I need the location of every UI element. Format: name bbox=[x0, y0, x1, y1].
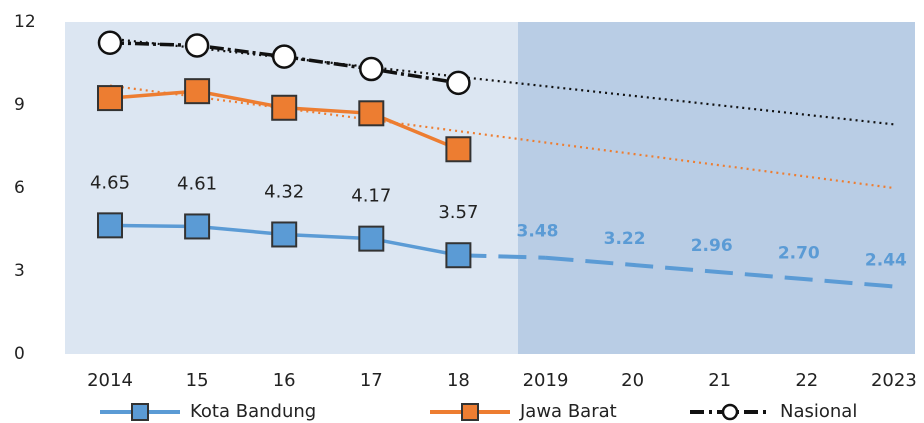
marker bbox=[446, 70, 471, 96]
marker bbox=[97, 212, 123, 239]
data-label: 3.22 bbox=[604, 229, 646, 249]
data-label: 4.65 bbox=[90, 172, 130, 193]
marker bbox=[97, 85, 123, 112]
x-tick-label: 22 bbox=[795, 370, 818, 391]
x-tick-label: 20 bbox=[621, 370, 644, 391]
marker bbox=[359, 56, 384, 82]
data-label: 4.32 bbox=[264, 181, 304, 202]
data-label: 2.44 bbox=[865, 250, 907, 270]
legend-label: Jawa Barat bbox=[519, 401, 617, 422]
series-line bbox=[545, 255, 895, 289]
legend-marker bbox=[131, 403, 149, 421]
marker bbox=[358, 100, 385, 127]
projection-link bbox=[458, 253, 546, 260]
y-tick-label: 0 bbox=[14, 344, 25, 364]
marker bbox=[445, 136, 472, 163]
data-label: 4.17 bbox=[351, 186, 391, 207]
data-label: 3.57 bbox=[438, 202, 478, 223]
marker bbox=[271, 94, 298, 121]
marker bbox=[184, 213, 211, 240]
marker bbox=[97, 30, 123, 55]
legend-label: Kota Bandung bbox=[190, 401, 316, 422]
x-tick-label: 2023 bbox=[871, 370, 917, 391]
x-tick-label: 15 bbox=[186, 370, 209, 391]
marker bbox=[184, 33, 210, 58]
legend-marker bbox=[461, 403, 479, 421]
legend-marker bbox=[721, 403, 739, 421]
y-tick-label: 12 bbox=[14, 12, 36, 32]
y-tick-label: 3 bbox=[14, 261, 25, 281]
marker bbox=[358, 225, 385, 252]
y-tick-label: 9 bbox=[14, 95, 25, 115]
series-line bbox=[109, 41, 459, 85]
x-tick-label: 2014 bbox=[87, 370, 133, 391]
x-tick-label: 21 bbox=[708, 370, 731, 391]
data-label: 4.61 bbox=[177, 173, 217, 194]
data-label: 2.70 bbox=[778, 243, 820, 263]
x-tick-label: 2019 bbox=[523, 370, 569, 391]
marker bbox=[184, 78, 211, 105]
x-tick-label: 16 bbox=[273, 370, 296, 391]
x-tick-label: 17 bbox=[360, 370, 383, 391]
projection-region bbox=[518, 22, 915, 354]
x-tick-label: 18 bbox=[447, 370, 470, 391]
data-label: 2.96 bbox=[691, 236, 733, 256]
y-tick-label: 6 bbox=[14, 178, 25, 198]
actual-region bbox=[65, 22, 518, 354]
data-label: 3.48 bbox=[517, 222, 559, 242]
marker bbox=[271, 221, 298, 248]
legend-label: Nasional bbox=[780, 401, 857, 422]
marker bbox=[445, 242, 472, 269]
marker bbox=[271, 44, 297, 69]
